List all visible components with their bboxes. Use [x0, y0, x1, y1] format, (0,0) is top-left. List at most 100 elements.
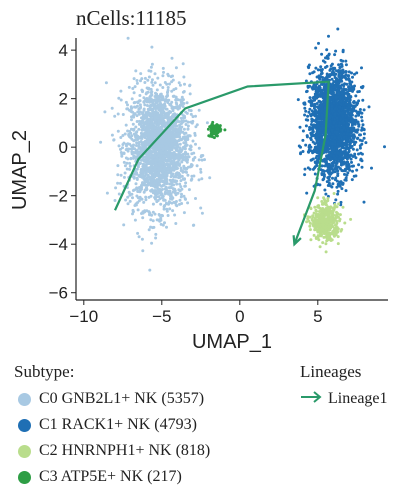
- scatter-point: [156, 173, 160, 177]
- scatter-point: [299, 152, 302, 156]
- scatter-point: [330, 142, 334, 146]
- scatter-point: [181, 177, 185, 181]
- scatter-point: [315, 110, 318, 114]
- scatter-point: [141, 172, 145, 176]
- scatter-point: [357, 99, 361, 103]
- subtype-legend-title: Subtype:: [14, 362, 75, 381]
- scatter-point: [138, 99, 141, 103]
- scatter-point: [360, 139, 364, 143]
- scatter-point: [105, 191, 109, 195]
- scatter-point: [162, 198, 166, 202]
- scatter-point: [322, 172, 326, 176]
- scatter-point: [169, 136, 172, 139]
- scatter-point: [355, 168, 359, 172]
- scatter-point: [148, 104, 152, 108]
- scatter-point: [315, 147, 319, 151]
- scatter-point: [316, 123, 320, 127]
- scatter-point: [189, 178, 193, 182]
- scatter-point: [152, 144, 156, 148]
- scatter-point: [144, 195, 148, 199]
- scatter-point: [213, 131, 217, 135]
- scatter-point: [340, 187, 344, 191]
- scatter-point: [310, 217, 314, 221]
- scatter-point: [176, 98, 180, 102]
- scatter-point: [178, 175, 182, 179]
- scatter-point: [330, 104, 334, 108]
- scatter-point: [311, 133, 315, 137]
- scatter-point: [167, 157, 171, 160]
- scatter-point: [313, 172, 317, 176]
- scatter-point: [362, 127, 366, 131]
- scatter-point: [353, 122, 357, 126]
- scatter-point: [184, 123, 188, 126]
- scatter-point: [157, 128, 161, 132]
- scatter-point: [326, 168, 330, 171]
- scatter-point: [150, 45, 154, 49]
- scatter-point: [168, 82, 171, 86]
- scatter-point: [342, 143, 346, 147]
- scatter-point: [157, 121, 161, 125]
- scatter-point: [330, 135, 334, 139]
- scatter-point: [157, 218, 160, 222]
- scatter-point: [137, 144, 141, 148]
- scatter-point: [327, 34, 330, 38]
- scatter-point: [176, 156, 180, 160]
- scatter-point: [157, 168, 161, 171]
- scatter-point: [305, 89, 309, 93]
- scatter-point: [370, 166, 373, 170]
- scatter-point: [354, 109, 358, 113]
- scatter-point: [338, 219, 341, 223]
- scatter-point: [116, 181, 120, 185]
- scatter-point: [180, 95, 184, 99]
- scatter-point: [360, 119, 364, 123]
- scatter-point: [103, 110, 107, 114]
- scatter-point: [178, 142, 182, 146]
- scatter-point: [149, 116, 153, 120]
- scatter-point: [333, 112, 337, 116]
- scatter-point: [172, 88, 176, 92]
- scatter-point: [156, 158, 159, 162]
- scatter-point: [342, 132, 346, 136]
- scatter-point: [359, 133, 362, 137]
- scatter-point: [314, 46, 318, 50]
- scatter-point: [177, 81, 181, 85]
- scatter-point: [179, 166, 183, 170]
- scatter-point: [325, 64, 329, 68]
- scatter-point: [343, 167, 347, 171]
- scatter-point: [311, 140, 315, 144]
- scatter-point: [126, 142, 130, 146]
- scatter-point: [310, 117, 314, 121]
- scatter-point: [319, 137, 323, 141]
- scatter-point: [147, 120, 151, 124]
- scatter-point: [332, 229, 336, 233]
- scatter-point: [318, 183, 322, 187]
- scatter-point: [141, 211, 145, 215]
- scatter-point: [352, 101, 356, 104]
- scatter-point: [351, 147, 355, 151]
- scatter-point: [165, 143, 169, 147]
- scatter-point: [161, 74, 165, 78]
- scatter-point: [140, 149, 144, 153]
- scatter-point: [166, 117, 170, 121]
- scatter-point: [145, 104, 149, 107]
- scatter-point: [149, 65, 153, 69]
- scatter-point: [150, 241, 154, 245]
- scatter-point: [161, 86, 165, 89]
- scatter-point: [124, 156, 128, 160]
- scatter-point: [327, 231, 330, 235]
- scatter-point: [180, 192, 183, 196]
- scatter-point: [343, 149, 347, 153]
- scatter-point: [197, 158, 201, 162]
- scatter-point: [136, 208, 140, 212]
- scatter-point: [322, 93, 326, 97]
- scatter-point: [186, 127, 190, 131]
- scatter-point: [165, 209, 169, 213]
- scatter-point: [325, 56, 329, 60]
- scatter-point: [178, 83, 182, 87]
- scatter-point: [152, 154, 156, 158]
- scatter-point: [182, 119, 186, 123]
- scatter-point: [166, 88, 170, 92]
- scatter-point: [345, 124, 349, 128]
- scatter-point: [337, 109, 341, 113]
- scatter-point: [153, 175, 157, 179]
